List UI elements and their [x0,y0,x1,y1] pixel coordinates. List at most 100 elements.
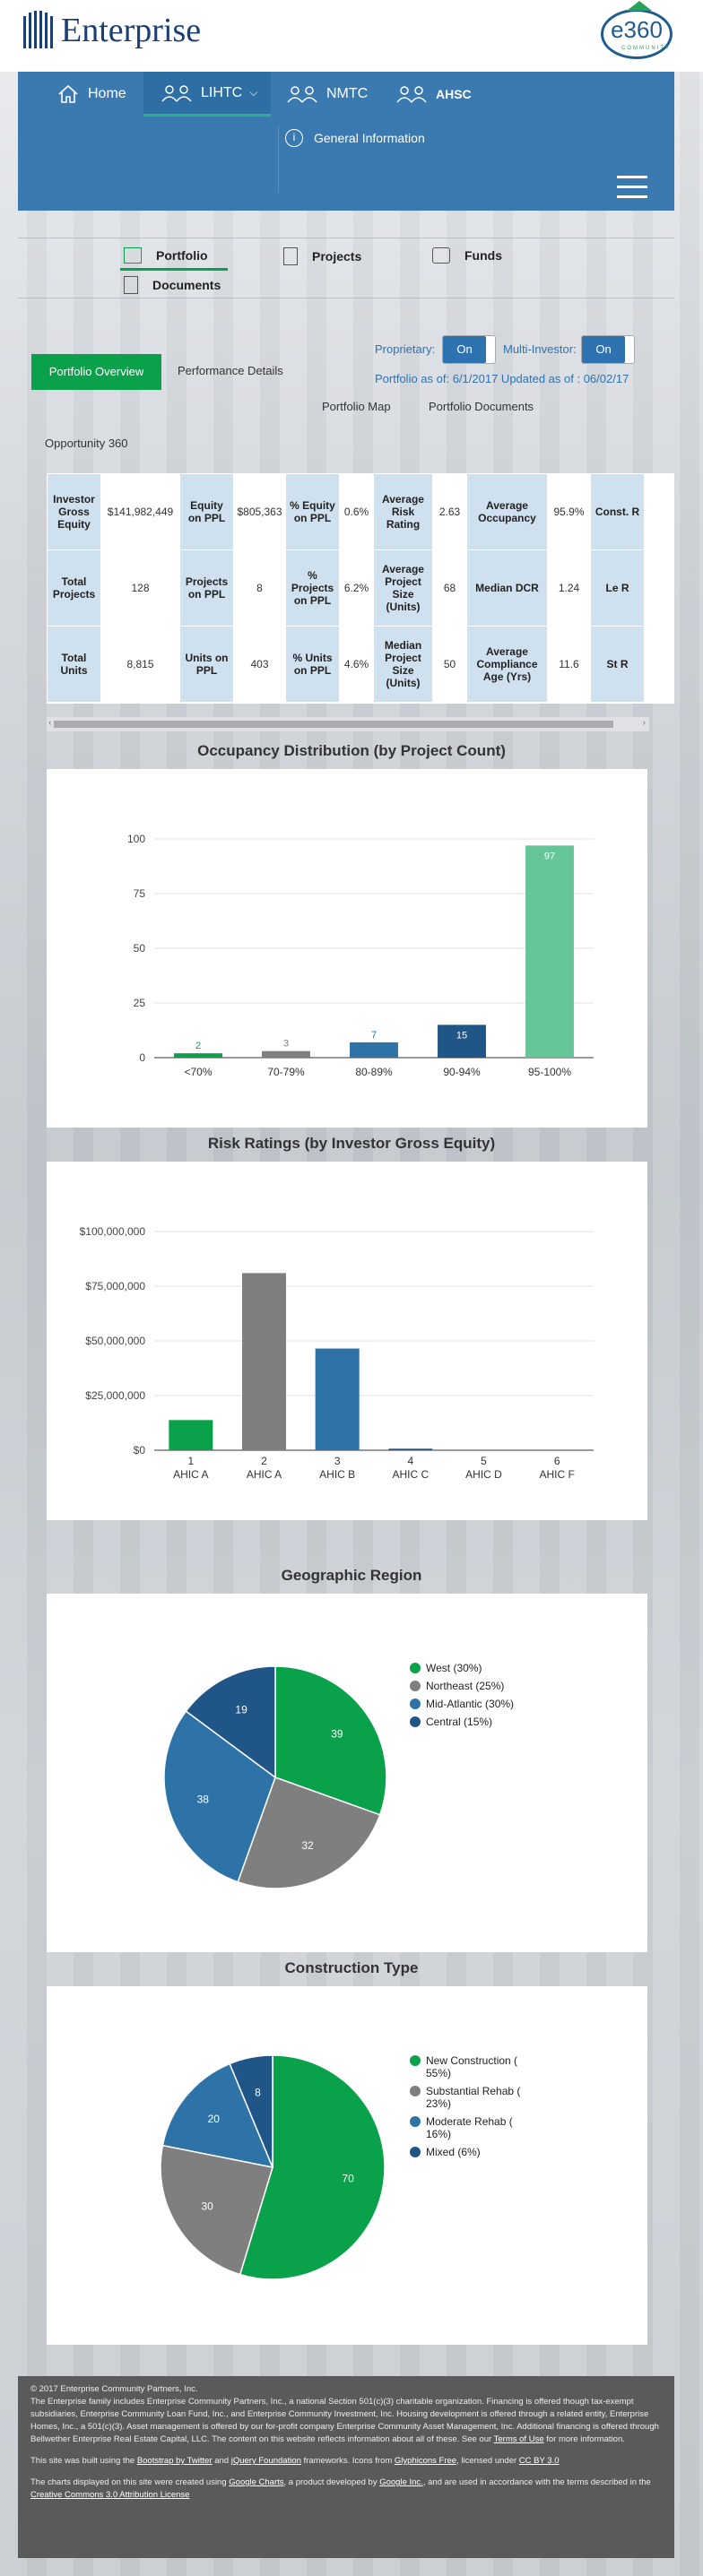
portfolio-overview-button[interactable]: Portfolio Overview [31,354,161,390]
y-tick-label: $75,000,000 [85,1280,145,1292]
glyphicons-link[interactable]: Glyphicons Free [394,2456,457,2466]
nav-lihtc[interactable]: LIHTC ⌵ [143,72,271,117]
legend-label: New Construction ( 55%) [426,2054,518,2079]
portfolio-subnav: Portfolio Projects Funds Documents [18,238,674,298]
jquery-link[interactable]: jQuery Foundation [230,2456,301,2466]
pie-slice-label: 20 [208,2113,221,2125]
metric-label: Median DCR [466,549,548,627]
occupancy-chart: 0 25 50 75 100 <70% 2 70-79% 3 80-89% 7 90-94% 15 95-… [127,833,594,1078]
subnav-documents[interactable]: Documents [124,276,221,294]
metric-label: Projects on PPL [179,549,234,627]
charts-text-1: The charts displayed on this site were c… [30,2477,227,2487]
legend-label: Mixed (6%) [426,2146,481,2158]
x-tick-label: 1 [187,1455,194,1467]
bar [262,1050,310,1058]
pie-slice [161,2062,274,2169]
e360-roof-icon [627,1,652,11]
bar [388,1448,433,1450]
y-tick-label: $25,000,000 [85,1389,145,1402]
metric-value: 0.6% [339,473,374,550]
metrics-horizontal-scrollbar[interactable]: ‹ › [47,717,649,731]
nav-ahsc[interactable]: AHSC [396,72,504,117]
bar-value-label: 3 [283,1039,289,1050]
subnav-projects[interactable]: Projects [283,247,361,265]
metric-label: % Units on PPL [285,626,340,703]
pie-slice [239,2054,386,2280]
google-charts-link[interactable]: Google Charts [229,2477,284,2487]
pie-slice [185,1665,276,1779]
metric-label: % Projects on PPL [285,549,340,627]
portfolio-metrics-table: Investor Gross Equity $141,982,449 Equity … [47,473,674,704]
proprietary-toggle[interactable]: On [442,335,496,364]
bar-value-label: 2 [195,1041,201,1051]
legend-swatch [410,1716,421,1727]
legend-swatch [410,2116,421,2127]
nav-nmtc[interactable]: NMTC [287,72,395,117]
legend-item: Moderate Rehab ( 16%) [410,2115,535,2140]
google-link[interactable]: Google Inc. [379,2477,423,2487]
y-tick-label: 0 [139,1051,145,1064]
pie-slice [274,1665,387,1816]
bootstrap-link[interactable]: Bootstrap by Twitter [136,2456,213,2466]
scrollbar-thumb[interactable] [54,721,613,728]
metrics-row: Total Projects 128 Projects on PPL 8% Proje… [47,549,645,627]
metrics-row: Investor Gross Equity $141,982,449 Equity … [47,473,645,550]
metric-label: Le R [590,549,645,627]
metric-label: St R [590,626,645,703]
legend-item: Central (15%) [410,1716,544,1728]
y-tick-label: 25 [134,997,146,1009]
enterprise-logo[interactable]: Enterprise [18,9,201,52]
metric-label: Average Occupancy [466,473,548,550]
portfolio-map-tab[interactable]: Portfolio Map [322,400,391,413]
x-tick-label: 6 [554,1455,560,1467]
briefcase-icon [124,247,142,264]
bar [169,1420,213,1450]
scroll-right-icon[interactable]: › [642,718,646,728]
legend-swatch [410,2055,421,2066]
subnav-funds[interactable]: Funds [432,247,502,264]
x-tick-label: 3 [334,1455,341,1467]
credits-text-3: , licensed under [456,2456,517,2466]
metric-value: 68 [432,549,467,627]
subnav-portfolio[interactable]: Portfolio [120,247,228,271]
y-tick-label: 50 [134,942,146,955]
legend-swatch [410,2086,421,2096]
legend-item: New Construction ( 55%) [410,2054,535,2079]
footer-copyright: © 2017 Enterprise Community Partners, In… [30,2384,198,2394]
y-tick-label: $100,000,000 [80,1225,146,1238]
footer-disclaimer: The Enterprise family includes Enterpris… [30,2396,662,2446]
portfolio-as-of: Portfolio as of: 6/1/2017 Updated as of … [375,372,629,385]
region-pie-chart: 39 32 38 19 [163,1665,387,1889]
opportunity-360-link[interactable]: Opportunity 360 [45,437,128,450]
y-tick-label: $0 [134,1444,146,1457]
chevron-down-icon: ⌵ [249,86,258,99]
terms-of-use-link[interactable]: Terms of Use [493,2434,544,2444]
nav-general-information[interactable]: i General Information [285,129,425,147]
metric-label: Units on PPL [179,626,234,703]
risk-chart-panel: $0 $25,000,000 $50,000,000 $75,000,000 $100,… [47,1162,647,1520]
region-legend: West (30%) Northeast (25%) Mid-Atlantic (3… [410,1662,544,1733]
nav-home-label: Home [88,86,126,101]
performance-details-tab[interactable]: Performance Details [178,364,283,377]
x-tick-label: 4 [407,1455,413,1467]
cc-license-link[interactable]: Creative Commons 3.0 Attribution License [30,2490,190,2500]
enterprise-logo-icon [23,11,53,48]
metrics-row: Total Units 8,815 Units on PPL 403% Units o… [47,626,645,703]
e360-logo[interactable]: e360 COMMUNITY [601,1,673,59]
nav-lihtc-label: LIHTC [201,84,243,100]
nav-home[interactable]: Home [36,72,148,117]
info-icon: i [285,129,303,147]
scroll-left-icon[interactable]: ‹ [48,718,52,728]
metric-value: 8,815 [100,626,180,703]
hamburger-menu-icon[interactable] [617,176,647,199]
bar [525,845,574,1058]
multi-investor-toggle[interactable]: On [581,335,635,364]
portfolio-documents-tab[interactable]: Portfolio Documents [429,400,534,413]
region-chart-panel: 39 32 38 19 West (30%) Northeast (25%) Mid-At… [47,1594,647,1952]
metric-value: 4.6% [339,626,374,703]
cc-by-link[interactable]: CC BY 3.0 [518,2456,560,2466]
proprietary-label: Proprietary: [375,342,436,356]
legend-label: Northeast (25%) [426,1680,505,1692]
credits-text-1: This site was built using the [30,2456,135,2466]
legend-item: Mixed (6%) [410,2146,535,2158]
